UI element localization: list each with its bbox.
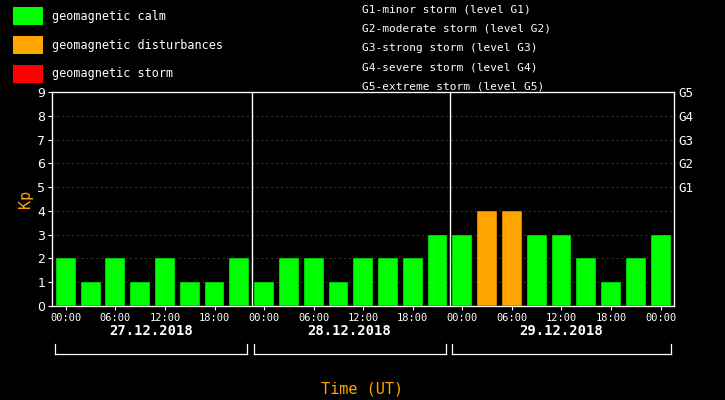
Text: G5-extreme storm (level G5): G5-extreme storm (level G5)	[362, 81, 544, 91]
Bar	[328, 282, 348, 306]
Bar	[254, 282, 274, 306]
Text: 29.12.2018: 29.12.2018	[520, 324, 603, 338]
Bar	[477, 211, 497, 306]
Bar	[601, 282, 621, 306]
Bar	[353, 258, 373, 306]
Text: geomagnetic disturbances: geomagnetic disturbances	[52, 38, 223, 52]
Bar	[204, 282, 225, 306]
Bar	[304, 258, 323, 306]
Bar	[378, 258, 398, 306]
Text: G3-strong storm (level G3): G3-strong storm (level G3)	[362, 43, 538, 53]
Text: 28.12.2018: 28.12.2018	[307, 324, 392, 338]
Text: Time (UT): Time (UT)	[321, 381, 404, 396]
Text: geomagnetic calm: geomagnetic calm	[52, 10, 166, 23]
Bar	[56, 258, 75, 306]
Bar	[502, 211, 522, 306]
Bar	[130, 282, 150, 306]
Bar	[155, 258, 175, 306]
Bar	[180, 282, 199, 306]
Bar	[403, 258, 423, 306]
Text: G4-severe storm (level G4): G4-severe storm (level G4)	[362, 62, 538, 72]
Y-axis label: Kp: Kp	[18, 190, 33, 208]
Bar	[13, 65, 43, 83]
Bar	[576, 258, 596, 306]
Bar	[651, 235, 671, 306]
Text: G2-moderate storm (level G2): G2-moderate storm (level G2)	[362, 23, 552, 33]
Bar	[552, 235, 571, 306]
Bar	[626, 258, 646, 306]
Bar	[13, 36, 43, 54]
Bar	[105, 258, 125, 306]
Bar	[527, 235, 547, 306]
Text: 27.12.2018: 27.12.2018	[109, 324, 193, 338]
Bar	[80, 282, 101, 306]
Bar	[279, 258, 299, 306]
Bar	[452, 235, 472, 306]
Text: G1-minor storm (level G1): G1-minor storm (level G1)	[362, 4, 531, 14]
Bar	[13, 7, 43, 25]
Bar	[428, 235, 447, 306]
Text: geomagnetic storm: geomagnetic storm	[52, 67, 173, 80]
Bar	[229, 258, 249, 306]
